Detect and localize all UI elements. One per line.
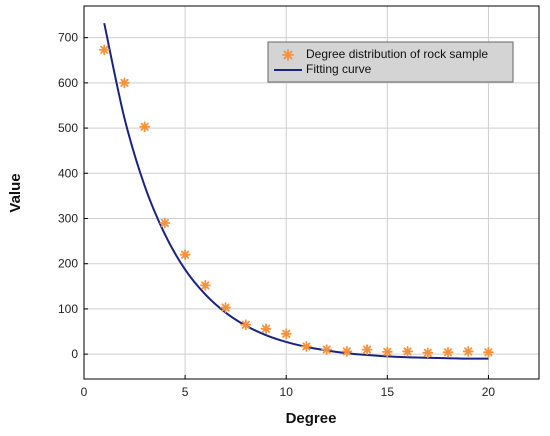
x-axis-title: Degree <box>286 410 337 427</box>
fitting-curve-layer <box>103 22 489 360</box>
x-tick-label: 20 <box>482 385 496 399</box>
y-tick-label: 500 <box>58 121 78 135</box>
x-tick-label: 0 <box>81 385 88 399</box>
y-tick-label: 600 <box>58 76 78 90</box>
plot-frame <box>83 5 540 380</box>
data-point <box>240 319 252 331</box>
data-point <box>442 346 454 358</box>
data-point <box>361 344 373 356</box>
legend: Degree distribution of rock sample Fitti… <box>267 41 514 83</box>
scatter-points-layer <box>98 44 494 359</box>
y-axis-title: Value <box>7 173 24 212</box>
data-point <box>381 346 393 358</box>
data-point <box>199 280 211 291</box>
fitting-curve <box>103 22 489 360</box>
data-point <box>98 44 110 56</box>
x-tick-label: 15 <box>381 385 395 399</box>
data-point <box>301 341 312 352</box>
legend-label-fit: Fitting curve <box>306 62 372 76</box>
data-point <box>220 302 231 313</box>
legend-asterisk-icon <box>282 49 294 61</box>
y-tick-label: 300 <box>58 211 78 225</box>
legend-label-scatter: Degree distribution of rock sample <box>306 47 488 61</box>
data-point <box>159 217 171 229</box>
y-tick-label: 100 <box>58 302 78 316</box>
data-point <box>422 347 434 359</box>
data-point <box>462 346 474 357</box>
x-tick-label: 10 <box>280 385 294 399</box>
data-point <box>139 121 151 133</box>
data-point <box>119 77 130 89</box>
y-tick-label: 700 <box>58 31 78 45</box>
data-point <box>179 249 191 261</box>
legend-box <box>267 41 514 83</box>
x-tick-label: 5 <box>182 385 189 399</box>
y-tick-label: 0 <box>71 347 78 361</box>
data-point <box>260 323 272 335</box>
legend-asterisk-glyph <box>282 49 294 61</box>
y-tick-label: 200 <box>58 257 78 271</box>
y-tick-label: 400 <box>58 166 78 180</box>
data-point <box>341 346 353 357</box>
data-point <box>321 344 333 356</box>
data-point <box>280 328 292 340</box>
data-point <box>402 346 413 357</box>
data-point <box>483 346 494 358</box>
